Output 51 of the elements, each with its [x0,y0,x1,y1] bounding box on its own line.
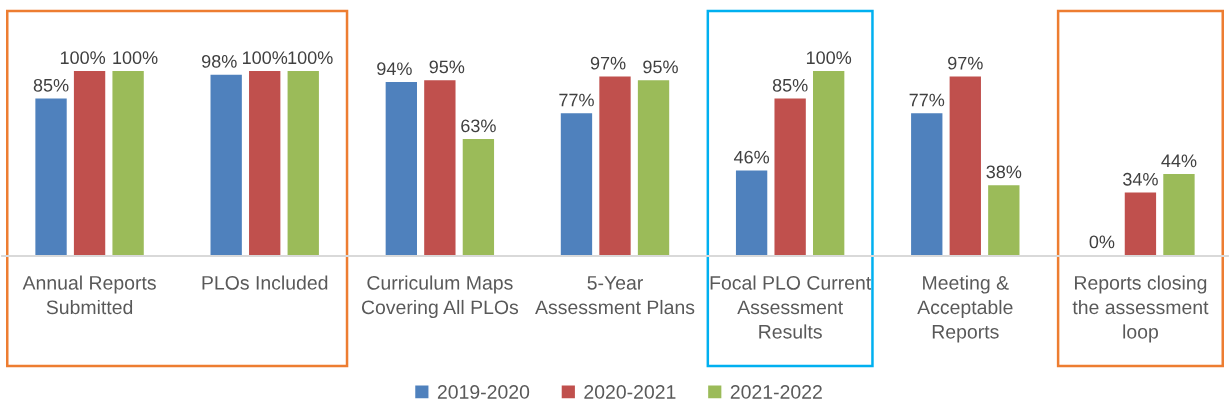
x-tick-label: Meeting & Acceptable Reports [917,275,1013,343]
bar [988,185,1020,256]
x-tick-label: Focal PLO Current Assessment Results [710,275,872,339]
bar [249,70,281,256]
bar [462,139,495,256]
bar [1124,192,1157,256]
bar [287,70,319,256]
bar [112,70,144,256]
bar [73,70,106,256]
x-tick-label: 5-Year Assessment Plans [535,276,695,315]
data-label: 0% [1089,235,1115,249]
data-label: 95% [643,60,678,74]
legend-label: 2021-2022 [730,385,822,399]
data-label: 100% [113,51,158,65]
data-label: 63% [461,119,496,133]
bar [560,113,593,256]
data-label: 97% [590,56,626,70]
bar [385,82,417,256]
data-label: 38% [986,165,1022,179]
bar [637,80,670,256]
bar [35,98,67,256]
data-label: 97% [948,56,983,70]
x-tick-label: Annual Reports Submitted [22,275,156,315]
data-label: 85% [772,78,808,92]
data-label: 77% [559,93,594,107]
x-tick-label: PLOs Included [202,275,328,290]
data-label: 94% [377,62,412,76]
x-tick-label: Reports closing the assessment loop [1072,275,1209,343]
bar [911,113,943,256]
bar [599,76,631,256]
bar [424,80,456,256]
bar [1163,174,1195,256]
data-label: 34% [1123,172,1158,186]
data-label: 98% [202,54,237,68]
bar [949,76,981,256]
data-label: 77% [909,93,945,107]
bar [735,170,768,256]
bar [210,74,242,256]
data-label: 46% [733,150,770,164]
data-label: 100% [806,51,852,65]
bar [774,98,806,256]
legend-label: 2019-2020 [437,385,530,399]
data-label: 100% [60,51,106,65]
data-label: 44% [1161,154,1197,168]
data-label: 100% [243,51,288,65]
data-label: 85% [33,78,69,92]
x-tick-label: Curriculum Maps Covering All PLOs [361,275,519,319]
data-label: 95% [429,60,465,74]
legend-label: 2020-2021 [584,385,676,399]
data-label: 100% [288,51,333,65]
bar [813,70,845,256]
